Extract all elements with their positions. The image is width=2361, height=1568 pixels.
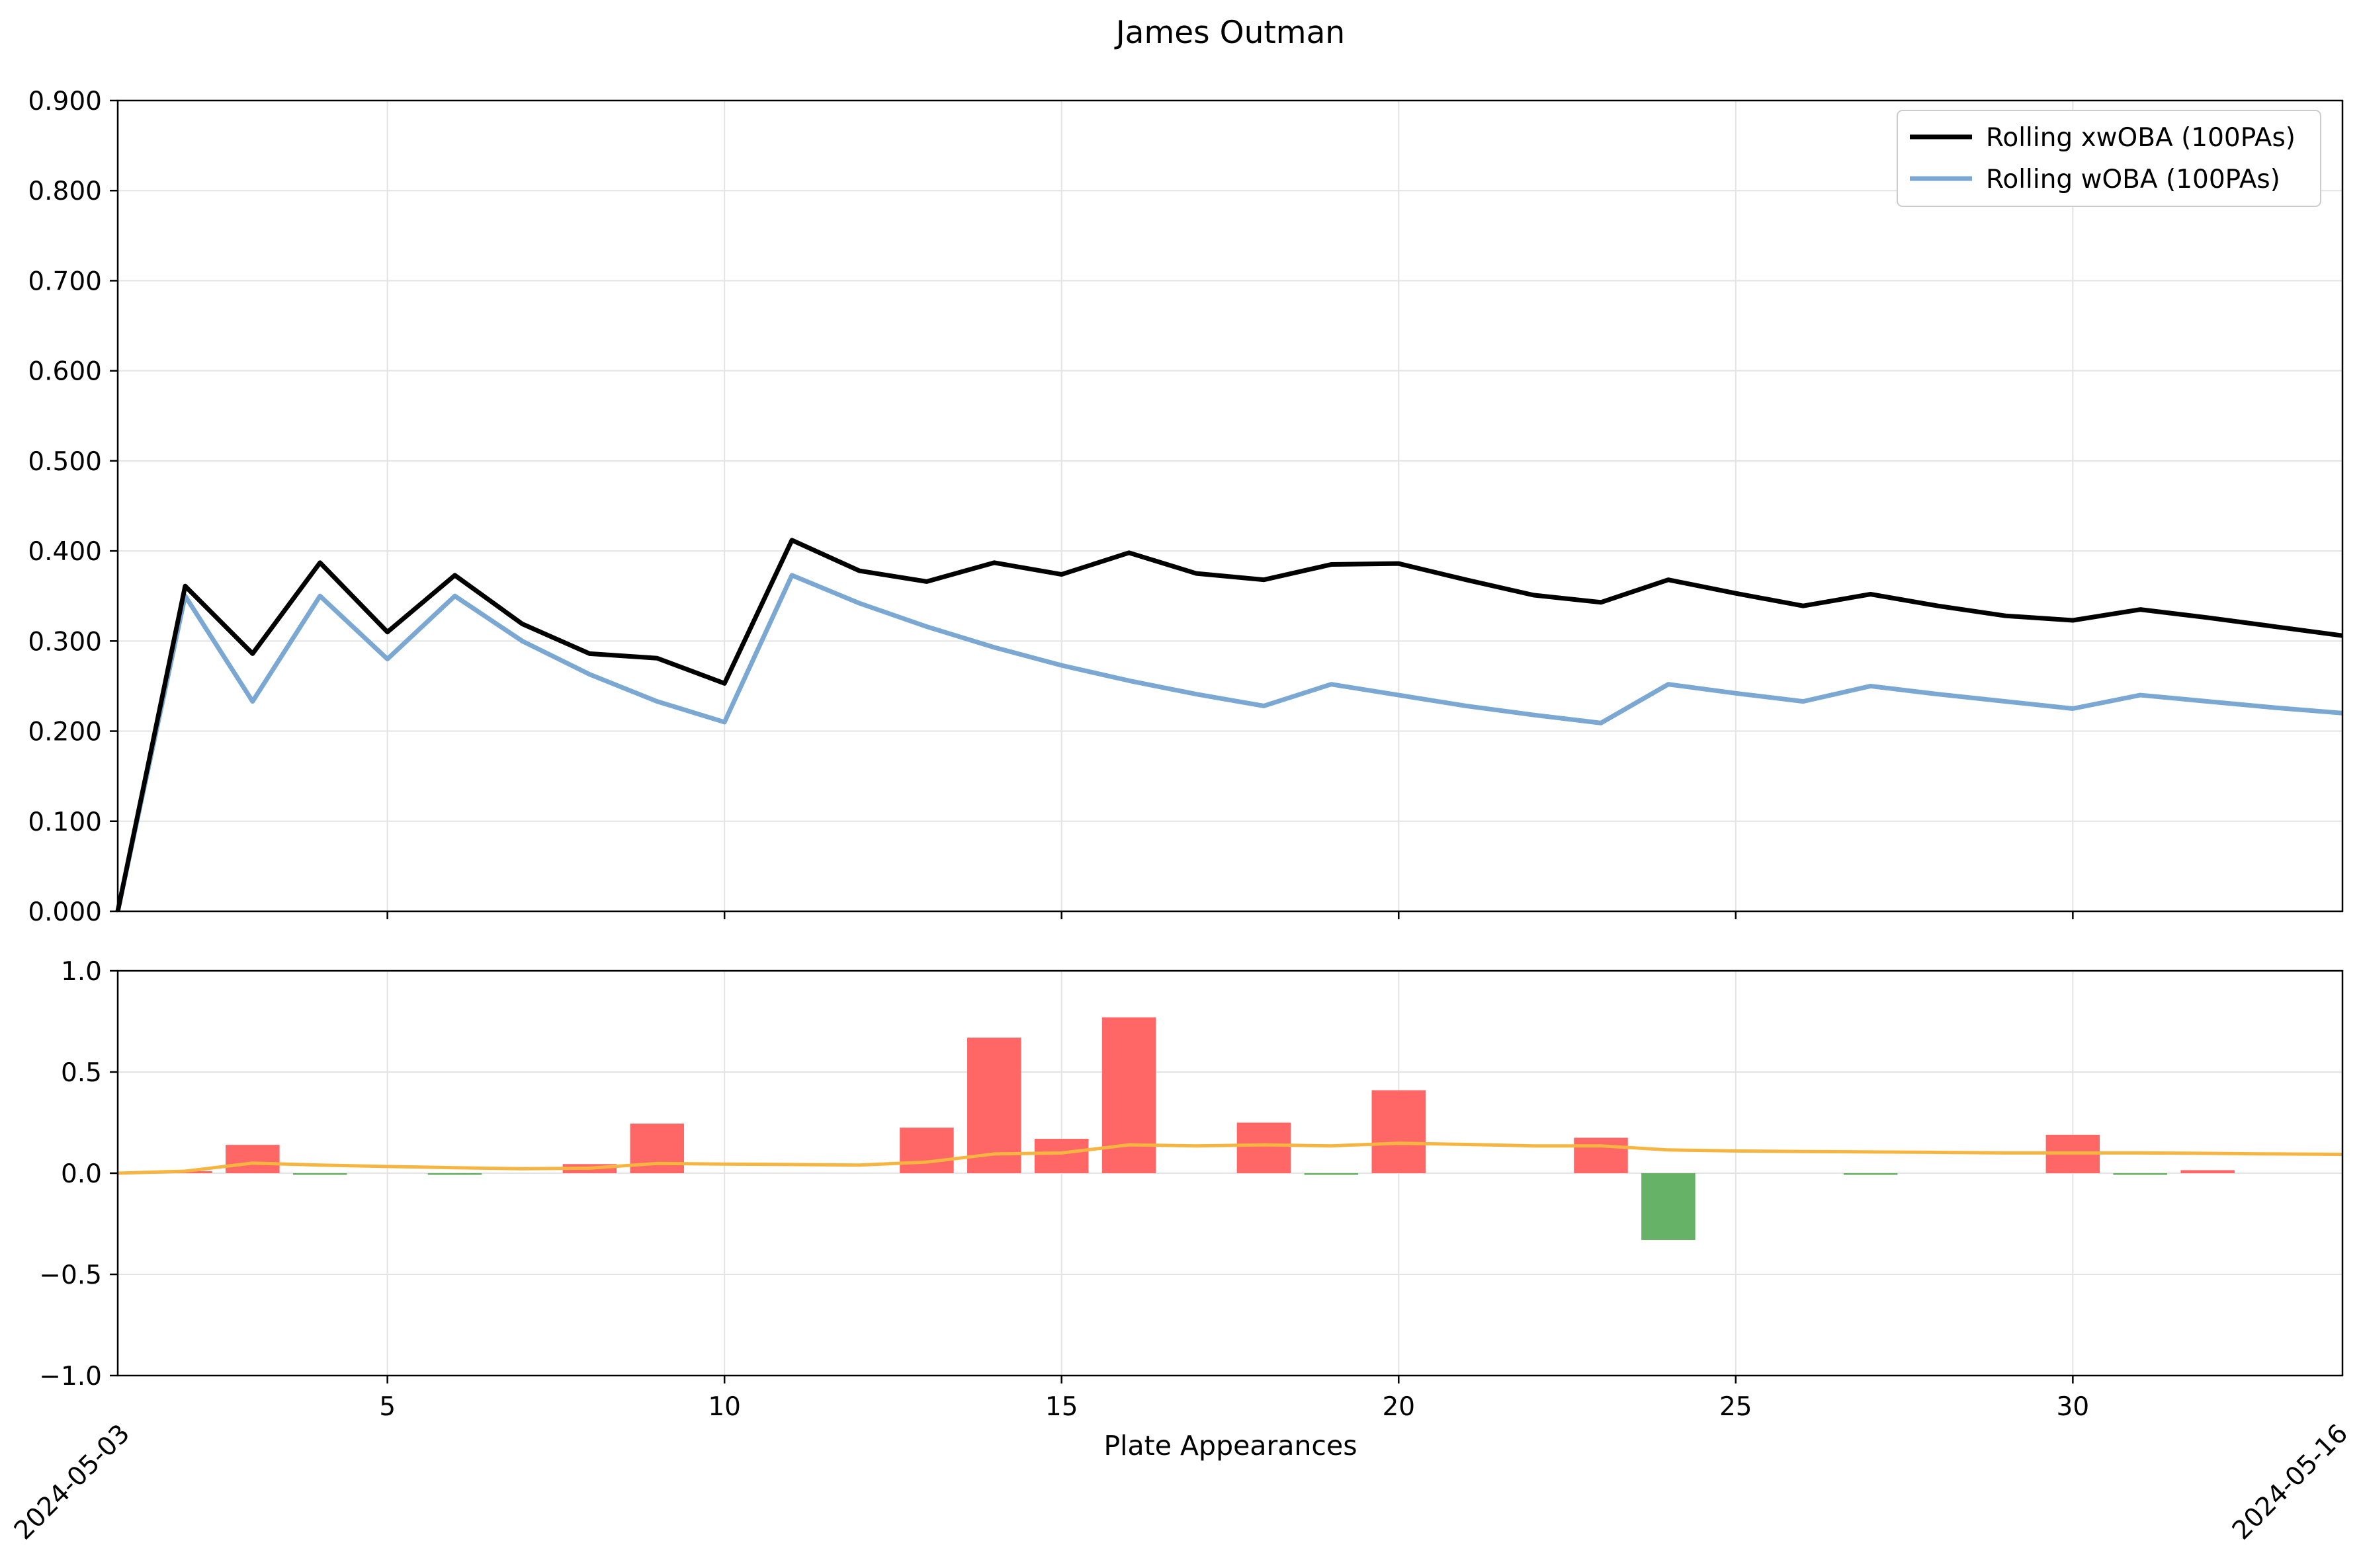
bottom-y-tick-label: 0.5: [61, 1058, 102, 1088]
legend-frame: [1897, 110, 2321, 207]
bar: [1236, 1122, 1291, 1173]
bar: [1034, 1138, 1089, 1173]
chart-title: James Outman: [1114, 15, 1345, 51]
bar: [1641, 1173, 1696, 1240]
bar: [967, 1037, 1021, 1173]
top-y-tick-label: 0.200: [28, 718, 102, 747]
bottom-y-tick-label: −0.5: [39, 1260, 102, 1290]
top-y-tick-label: 0.900: [28, 87, 102, 116]
x-tick-label: 15: [1045, 1392, 1078, 1422]
bottom-y-tick-label: 0.0: [61, 1159, 102, 1189]
legend-label-woba: Rolling wOBA (100PAs): [1986, 165, 2280, 194]
top-plot-frame: [116, 99, 2344, 913]
bar: [2113, 1173, 2168, 1175]
x-tick-label: 25: [1719, 1392, 1752, 1422]
top-y-tick-label: 0.400: [28, 537, 102, 567]
bar: [1101, 1017, 1156, 1173]
x-axis-label: Plate Appearances: [1103, 1430, 1357, 1462]
top-y-tick-label: 0.100: [28, 807, 102, 837]
x-tick-label: 30: [2057, 1392, 2090, 1422]
top-y-tick-label: 0.700: [28, 267, 102, 296]
bar: [226, 1145, 280, 1173]
bottom-y-tick-label: 1.0: [61, 957, 102, 987]
bar: [292, 1173, 347, 1175]
legend: Rolling xwOBA (100PAs) Rolling wOBA (100…: [1897, 110, 2321, 207]
x-tick-label: 10: [708, 1392, 741, 1422]
rolling-diff-line: [117, 1141, 2343, 1175]
bar: [1304, 1173, 1359, 1175]
top-y-tick-label: 0.000: [28, 897, 102, 927]
top-y-tick-label: 0.500: [28, 447, 102, 477]
bar: [1371, 1090, 1426, 1173]
top-y-tick-label: 0.300: [28, 627, 102, 657]
legend-label-xwoba: Rolling xwOBA (100PAs): [1986, 123, 2296, 153]
top-y-tick-label: 0.600: [28, 357, 102, 387]
bar: [1574, 1137, 1628, 1173]
bottom-plot-frame: [116, 970, 2344, 1377]
bar: [2180, 1170, 2235, 1173]
bar: [900, 1128, 954, 1173]
x-tick-label: 20: [1382, 1392, 1415, 1422]
bar: [1843, 1173, 1898, 1175]
bar: [427, 1173, 482, 1175]
top-y-tick-label: 0.800: [28, 177, 102, 206]
series-line-xwoba: [115, 538, 2343, 912]
series-line-woba: [115, 573, 2343, 912]
bottom-y-tick-label: −1.0: [39, 1362, 102, 1391]
x-tick-label: 5: [379, 1392, 396, 1422]
